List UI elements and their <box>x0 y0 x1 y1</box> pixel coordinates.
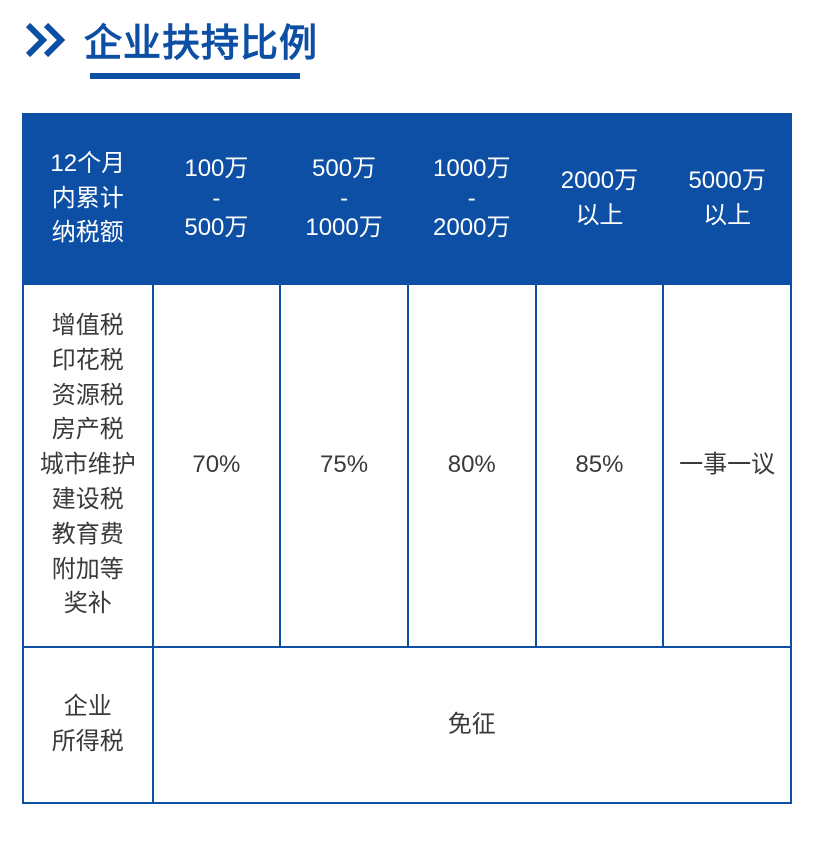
col-header: 100万 - 500万 <box>153 114 281 284</box>
row-label: 增值税 印花税 资源税 房产税 城市维护 建设税 教育费 附加等 奖补 <box>23 284 153 647</box>
chevron-double-right-icon <box>26 23 70 57</box>
heading-row: 企业扶持比例 <box>26 12 797 67</box>
table-cell: 80% <box>408 284 536 647</box>
col-header: 500万 - 1000万 <box>280 114 408 284</box>
table-row: 企业 所得税 免征 <box>23 647 791 803</box>
row-label: 企业 所得税 <box>23 647 153 803</box>
table-cell: 70% <box>153 284 281 647</box>
col-header: 5000万 以上 <box>663 114 791 284</box>
support-ratio-table: 12个月 内累计 纳税额 100万 - 500万 500万 - 1000万 10… <box>22 113 792 804</box>
table-cell: 75% <box>280 284 408 647</box>
table-cell: 85% <box>536 284 664 647</box>
page-title: 企业扶持比例 <box>84 12 318 67</box>
col-header: 12个月 内累计 纳税额 <box>23 114 153 284</box>
title-underline <box>90 73 300 79</box>
table-cell-merged: 免征 <box>153 647 791 803</box>
col-header: 1000万 - 2000万 <box>408 114 536 284</box>
table-cell: 一事一议 <box>663 284 791 647</box>
table-row: 增值税 印花税 资源税 房产税 城市维护 建设税 教育费 附加等 奖补 70% … <box>23 284 791 647</box>
page-container: 企业扶持比例 12个月 内累计 纳税额 100万 - 500万 500万 <box>0 0 817 824</box>
table-header-row: 12个月 内累计 纳税额 100万 - 500万 500万 - 1000万 10… <box>23 114 791 284</box>
col-header: 2000万 以上 <box>536 114 664 284</box>
